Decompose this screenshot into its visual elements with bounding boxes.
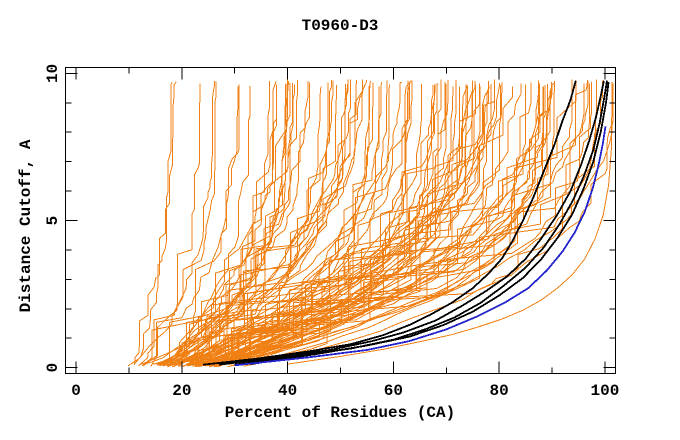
- ensemble-curve: [175, 83, 411, 366]
- ensemble-curve: [180, 80, 409, 368]
- x-tick-label: 20: [172, 382, 191, 400]
- ensemble-curve: [185, 84, 467, 365]
- ensemble-curve: [184, 86, 469, 366]
- ensemble-curve: [187, 84, 366, 367]
- tick-labels: 0 20 40 60 80 100 0 5 10: [44, 64, 619, 400]
- curve-layer: [127, 79, 614, 368]
- axis-ticks: [65, 67, 616, 374]
- ensemble-curve: [157, 85, 251, 366]
- ensemble-curve: [142, 86, 239, 367]
- best-server-model: [287, 82, 613, 365]
- y-tick-label: 10: [44, 64, 62, 83]
- ensemble-curve: [195, 84, 492, 368]
- ensemble-curve: [133, 81, 177, 365]
- ensemble-curve: [160, 80, 358, 366]
- x-tick-label: 100: [591, 382, 620, 400]
- ensemble-curve: [162, 80, 277, 367]
- ensemble-curve: [133, 82, 173, 365]
- ensemble-curve: [184, 84, 526, 366]
- ensemble-curve: [180, 83, 291, 365]
- ensemble-curve: [205, 82, 503, 367]
- plot-frame: [65, 67, 616, 374]
- x-axis-label: Percent of Residues (CA): [225, 404, 455, 422]
- ensemble-curve: [178, 84, 295, 367]
- x-tick-label: 0: [71, 382, 81, 400]
- ensemble-curve: [214, 80, 589, 367]
- ensemble-curve: [204, 85, 411, 367]
- ensemble-curve: [157, 80, 333, 366]
- ensemble-curve: [162, 85, 370, 367]
- ensemble-curve: [229, 80, 539, 365]
- ensemble-curve: [206, 79, 442, 366]
- ensemble-curve: [165, 80, 413, 366]
- ensemble-curve: [199, 83, 447, 366]
- ensemble-curve: [218, 83, 590, 366]
- highlighted-model-1: [202, 80, 577, 366]
- ensemble-curve: [185, 80, 449, 366]
- ensemble-curve: [192, 85, 553, 367]
- x-tick-label: 60: [384, 382, 403, 400]
- ensemble-curve: [156, 80, 349, 365]
- ensemble-curve: [150, 83, 201, 367]
- ensemble-curve: [189, 82, 374, 365]
- highlighted-model-2: [218, 80, 605, 366]
- ensemble-curve: [179, 79, 349, 366]
- ensemble-curve: [196, 81, 383, 367]
- x-tick-label: 80: [490, 382, 509, 400]
- ensemble-curve: [171, 79, 364, 366]
- highlighted-model-4: [250, 82, 610, 365]
- y-tick-label: 5: [44, 216, 62, 226]
- ensemble-curve: [167, 86, 380, 368]
- ensemble-curve: [210, 85, 553, 367]
- ensemble-curve: [166, 83, 436, 367]
- x-tick-label: 40: [278, 382, 297, 400]
- ensemble-curve: [167, 82, 329, 367]
- ensemble-curve: [138, 81, 216, 367]
- ensemble-curve: [211, 80, 457, 367]
- ensemble-curve: [195, 82, 556, 367]
- ensemble-curve: [141, 85, 277, 367]
- ensemble-curve: [127, 81, 217, 367]
- ensemble-curve: [230, 80, 556, 367]
- ensemble-curve: [195, 82, 552, 366]
- ensemble-curve: [171, 84, 423, 365]
- y-axis-label: Distance Cutoff, A: [17, 139, 35, 312]
- ensemble-curve: [188, 80, 372, 366]
- ensemble-curve: [194, 80, 388, 367]
- y-tick-label: 0: [44, 363, 62, 373]
- ensemble-curve: [159, 82, 311, 367]
- chart-title: T0960-D3: [302, 17, 379, 35]
- reference-model: [234, 126, 607, 367]
- ensemble-curve: [212, 84, 468, 366]
- ensemble-curve: [159, 83, 287, 365]
